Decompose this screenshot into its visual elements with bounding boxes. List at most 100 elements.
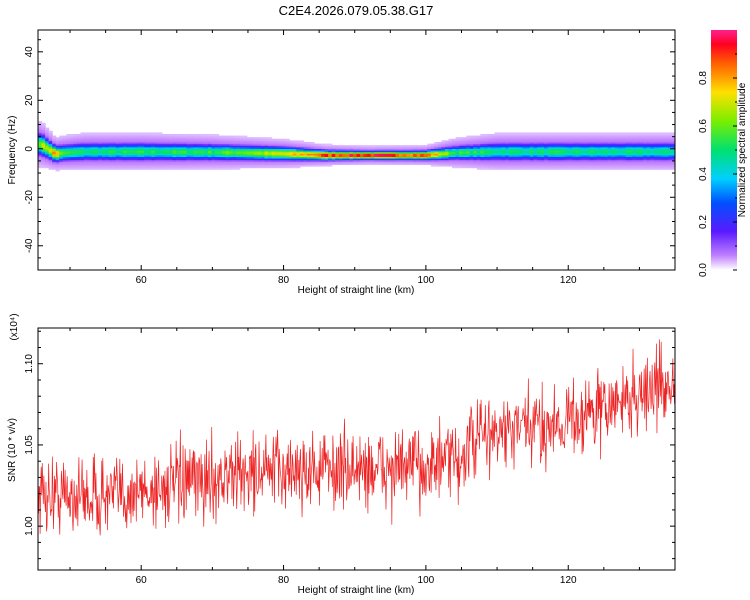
heatmap-cell xyxy=(200,164,205,167)
heatmap-cell xyxy=(257,156,262,159)
heatmap-cell xyxy=(62,151,67,154)
heatmap-cell xyxy=(512,167,517,170)
heatmap-cell xyxy=(544,162,549,165)
heatmap-cell xyxy=(59,159,64,162)
heatmap-cell xyxy=(522,153,527,156)
heatmap-cell xyxy=(69,143,74,146)
heatmap-cell xyxy=(48,158,53,161)
heatmap-cell xyxy=(505,162,510,165)
heatmap-cell xyxy=(69,153,74,156)
heatmap-cell xyxy=(225,156,230,159)
heatmap-cell xyxy=(183,164,188,167)
heatmap-cell xyxy=(480,145,485,148)
heatmap-cell xyxy=(597,132,602,135)
heatmap-cell xyxy=(636,146,641,149)
heatmap-cell xyxy=(490,148,496,151)
heatmap-cell xyxy=(239,150,244,153)
heatmap-cell xyxy=(582,148,588,151)
heatmap-cell xyxy=(98,162,103,165)
heatmap-cell xyxy=(324,145,329,148)
heatmap-cell xyxy=(161,164,166,167)
heatmap-cell xyxy=(299,150,305,153)
heatmap-cell xyxy=(653,145,658,148)
heatmap-cell xyxy=(430,146,435,149)
heatmap-cell xyxy=(91,167,96,170)
heatmap-cell xyxy=(321,145,326,148)
heatmap-cell xyxy=(600,132,605,135)
heatmap-cell xyxy=(66,153,71,156)
heatmap-cell xyxy=(611,167,616,170)
heatmap-cell xyxy=(151,135,156,138)
heatmap-cell xyxy=(621,135,627,138)
heatmap-cell xyxy=(512,146,517,149)
heatmap-cell xyxy=(186,146,191,149)
heatmap-cell xyxy=(636,134,641,137)
heatmap-cell xyxy=(526,140,531,143)
heatmap-cell xyxy=(108,161,113,164)
heatmap-cell xyxy=(593,161,598,164)
heatmap-cell xyxy=(151,158,156,161)
heatmap-cell xyxy=(671,161,675,164)
heatmap-cell xyxy=(452,158,457,161)
heatmap-cell xyxy=(427,150,432,153)
heatmap-cell xyxy=(501,151,506,154)
heatmap-cell xyxy=(112,137,117,140)
heatmap-cell xyxy=(469,153,474,156)
heatmap-cell xyxy=(498,134,503,137)
heatmap-cell xyxy=(296,158,301,161)
heatmap-cell xyxy=(239,158,244,161)
heatmap-cell xyxy=(558,135,563,138)
heatmap-cell xyxy=(144,164,149,167)
heatmap-cell xyxy=(299,153,305,156)
heatmap-cell xyxy=(657,132,662,135)
heatmap-cell xyxy=(207,148,213,151)
heatmap-cell xyxy=(271,142,276,145)
heatmap-cell xyxy=(600,135,605,138)
heatmap-cell xyxy=(498,146,503,149)
heatmap-cell xyxy=(667,153,673,156)
heatmap-cell xyxy=(342,145,347,148)
heatmap-cell xyxy=(597,153,602,156)
heatmap-cell xyxy=(275,153,280,156)
heatmap-cell xyxy=(268,148,273,151)
heatmap-cell xyxy=(80,162,85,165)
heatmap-cell xyxy=(292,156,297,159)
heatmap-cell xyxy=(639,153,644,156)
heatmap-cell xyxy=(533,145,538,148)
heatmap-cell xyxy=(296,140,301,143)
heatmap-cell xyxy=(345,158,351,161)
heatmap-cell xyxy=(52,150,57,153)
heatmap-cell xyxy=(73,143,78,146)
heatmap-cell xyxy=(544,151,549,154)
heatmap-cell xyxy=(144,156,149,159)
heatmap-cell xyxy=(653,138,658,141)
heatmap-cell xyxy=(76,148,82,151)
heatmap-cell xyxy=(621,154,627,157)
heatmap-cell xyxy=(204,150,209,153)
heatmap-cell xyxy=(536,140,542,143)
heatmap-cell xyxy=(225,159,230,162)
heatmap-cell xyxy=(480,162,485,165)
x-tick-label: 60 xyxy=(136,575,148,586)
heatmap-cell xyxy=(239,161,244,164)
heatmap-cell xyxy=(498,132,503,135)
heatmap-cell xyxy=(455,166,460,169)
heatmap-cell xyxy=(643,161,648,164)
heatmap-cell xyxy=(41,159,46,162)
heatmap-cell xyxy=(119,148,124,151)
heatmap-cell xyxy=(643,164,648,167)
heatmap-cell xyxy=(370,146,375,149)
heatmap-cell xyxy=(586,138,591,141)
heatmap-cell xyxy=(639,167,644,170)
heatmap-cell xyxy=(455,161,460,164)
heatmap-cell xyxy=(207,162,213,165)
heatmap-cell xyxy=(544,159,549,162)
heatmap-cell xyxy=(434,164,439,167)
heatmap-cell xyxy=(395,150,400,153)
heatmap-cell xyxy=(483,158,489,161)
heatmap-cell xyxy=(444,145,450,148)
heatmap-cell xyxy=(352,148,358,151)
heatmap-cell xyxy=(137,140,142,143)
heatmap-cell xyxy=(41,150,46,153)
